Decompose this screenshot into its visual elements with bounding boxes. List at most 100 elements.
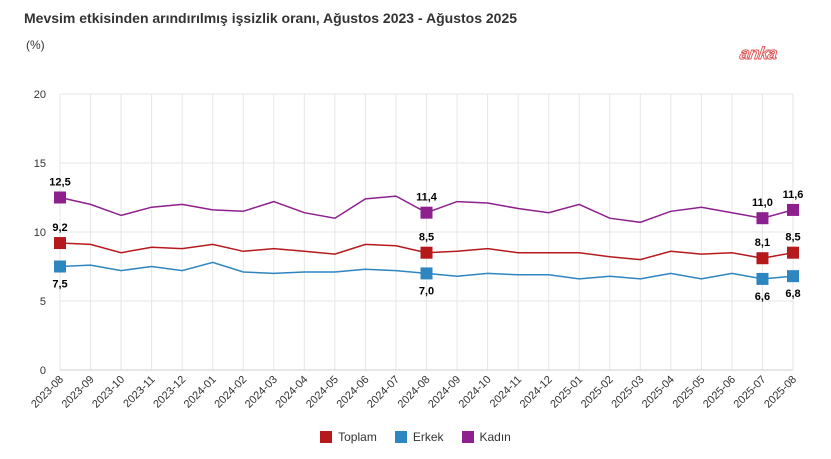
data-point[interactable] (637, 257, 643, 263)
data-point[interactable] (88, 241, 94, 247)
data-point[interactable] (393, 193, 399, 199)
data-point[interactable] (668, 270, 674, 276)
x-tick-label: 2025-07 (732, 374, 769, 411)
x-tick-label: 2023-10 (90, 374, 127, 411)
y-tick-label: 5 (40, 296, 46, 308)
legend-swatch (461, 431, 474, 443)
data-point[interactable] (118, 250, 124, 256)
legend-label: Toplam (338, 430, 377, 444)
data-point[interactable] (271, 270, 277, 276)
x-tick-label: 2025-08 (762, 374, 799, 411)
data-point[interactable] (118, 268, 124, 274)
data-marker[interactable] (787, 270, 799, 283)
data-point[interactable] (607, 254, 613, 260)
data-point[interactable] (729, 270, 735, 276)
data-point[interactable] (301, 269, 307, 275)
data-marker[interactable] (756, 272, 769, 285)
data-point[interactable] (179, 246, 185, 252)
data-point[interactable] (607, 273, 613, 279)
data-marker[interactable] (54, 237, 66, 250)
data-point[interactable] (485, 200, 491, 206)
data-marker[interactable] (420, 267, 433, 280)
data-point[interactable] (362, 241, 368, 247)
data-point[interactable] (210, 241, 216, 247)
data-point[interactable] (240, 248, 246, 254)
data-point[interactable] (698, 204, 704, 210)
data-point[interactable] (240, 208, 246, 214)
y-tick-label: 0 (40, 365, 46, 377)
y-tick-label: 15 (34, 158, 46, 170)
data-point[interactable] (454, 273, 460, 279)
data-label: 8,5 (419, 232, 434, 244)
data-point[interactable] (271, 199, 277, 205)
data-point[interactable] (332, 251, 338, 257)
data-marker[interactable] (54, 260, 66, 273)
data-point[interactable] (332, 215, 338, 221)
data-point[interactable] (362, 196, 368, 202)
data-point[interactable] (210, 207, 216, 213)
data-label: 11,6 (783, 189, 804, 201)
data-point[interactable] (546, 210, 552, 216)
data-point[interactable] (454, 248, 460, 254)
data-point[interactable] (546, 272, 552, 278)
data-point[interactable] (698, 251, 704, 257)
data-point[interactable] (271, 246, 277, 252)
data-point[interactable] (576, 276, 582, 282)
x-tick-label: 2025-01 (548, 374, 585, 411)
data-point[interactable] (515, 250, 521, 256)
data-point[interactable] (607, 215, 613, 221)
data-label: 7,5 (52, 279, 67, 291)
data-point[interactable] (179, 201, 185, 207)
legend-item-toplam[interactable]: Toplam (320, 430, 377, 444)
data-point[interactable] (576, 201, 582, 207)
data-point[interactable] (149, 204, 155, 210)
data-point[interactable] (149, 264, 155, 270)
x-tick-label: 2024-08 (396, 374, 433, 411)
x-tick-label: 2024-06 (335, 374, 372, 411)
data-marker[interactable] (787, 203, 799, 216)
data-point[interactable] (88, 262, 94, 268)
data-point[interactable] (210, 259, 216, 265)
data-label: 8,5 (785, 232, 800, 244)
data-point[interactable] (393, 243, 399, 249)
data-label: 8,1 (755, 237, 770, 249)
data-point[interactable] (454, 199, 460, 205)
data-point[interactable] (118, 212, 124, 218)
x-tick-label: 2024-12 (518, 374, 555, 411)
data-point[interactable] (240, 269, 246, 275)
data-point[interactable] (393, 268, 399, 274)
data-point[interactable] (576, 250, 582, 256)
data-point[interactable] (546, 250, 552, 256)
data-point[interactable] (179, 268, 185, 274)
data-point[interactable] (637, 219, 643, 225)
data-point[interactable] (88, 201, 94, 207)
legend-item-erkek[interactable]: Erkek (394, 430, 444, 444)
data-marker[interactable] (787, 246, 799, 259)
data-point[interactable] (149, 244, 155, 250)
data-point[interactable] (301, 210, 307, 216)
data-point[interactable] (729, 250, 735, 256)
data-point[interactable] (515, 272, 521, 278)
x-tick-label: 2023-08 (29, 374, 66, 411)
data-point[interactable] (637, 276, 643, 282)
data-marker[interactable] (420, 246, 433, 259)
data-point[interactable] (332, 269, 338, 275)
chart-legend: Toplam Erkek Kadın (0, 430, 831, 444)
data-marker[interactable] (756, 252, 769, 265)
data-marker[interactable] (420, 206, 433, 219)
data-point[interactable] (729, 210, 735, 216)
data-point[interactable] (362, 266, 368, 272)
data-point[interactable] (515, 206, 521, 212)
data-point[interactable] (668, 248, 674, 254)
data-point[interactable] (485, 270, 491, 276)
data-marker[interactable] (54, 191, 66, 204)
data-point[interactable] (668, 208, 674, 214)
data-point[interactable] (485, 246, 491, 252)
data-marker[interactable] (756, 212, 769, 225)
data-point[interactable] (301, 248, 307, 254)
legend-item-kadın[interactable]: Kadın (461, 430, 511, 444)
legend-swatch (394, 431, 407, 443)
data-label: 9,2 (52, 222, 67, 234)
x-tick-label: 2024-07 (365, 374, 402, 411)
data-point[interactable] (698, 276, 704, 282)
